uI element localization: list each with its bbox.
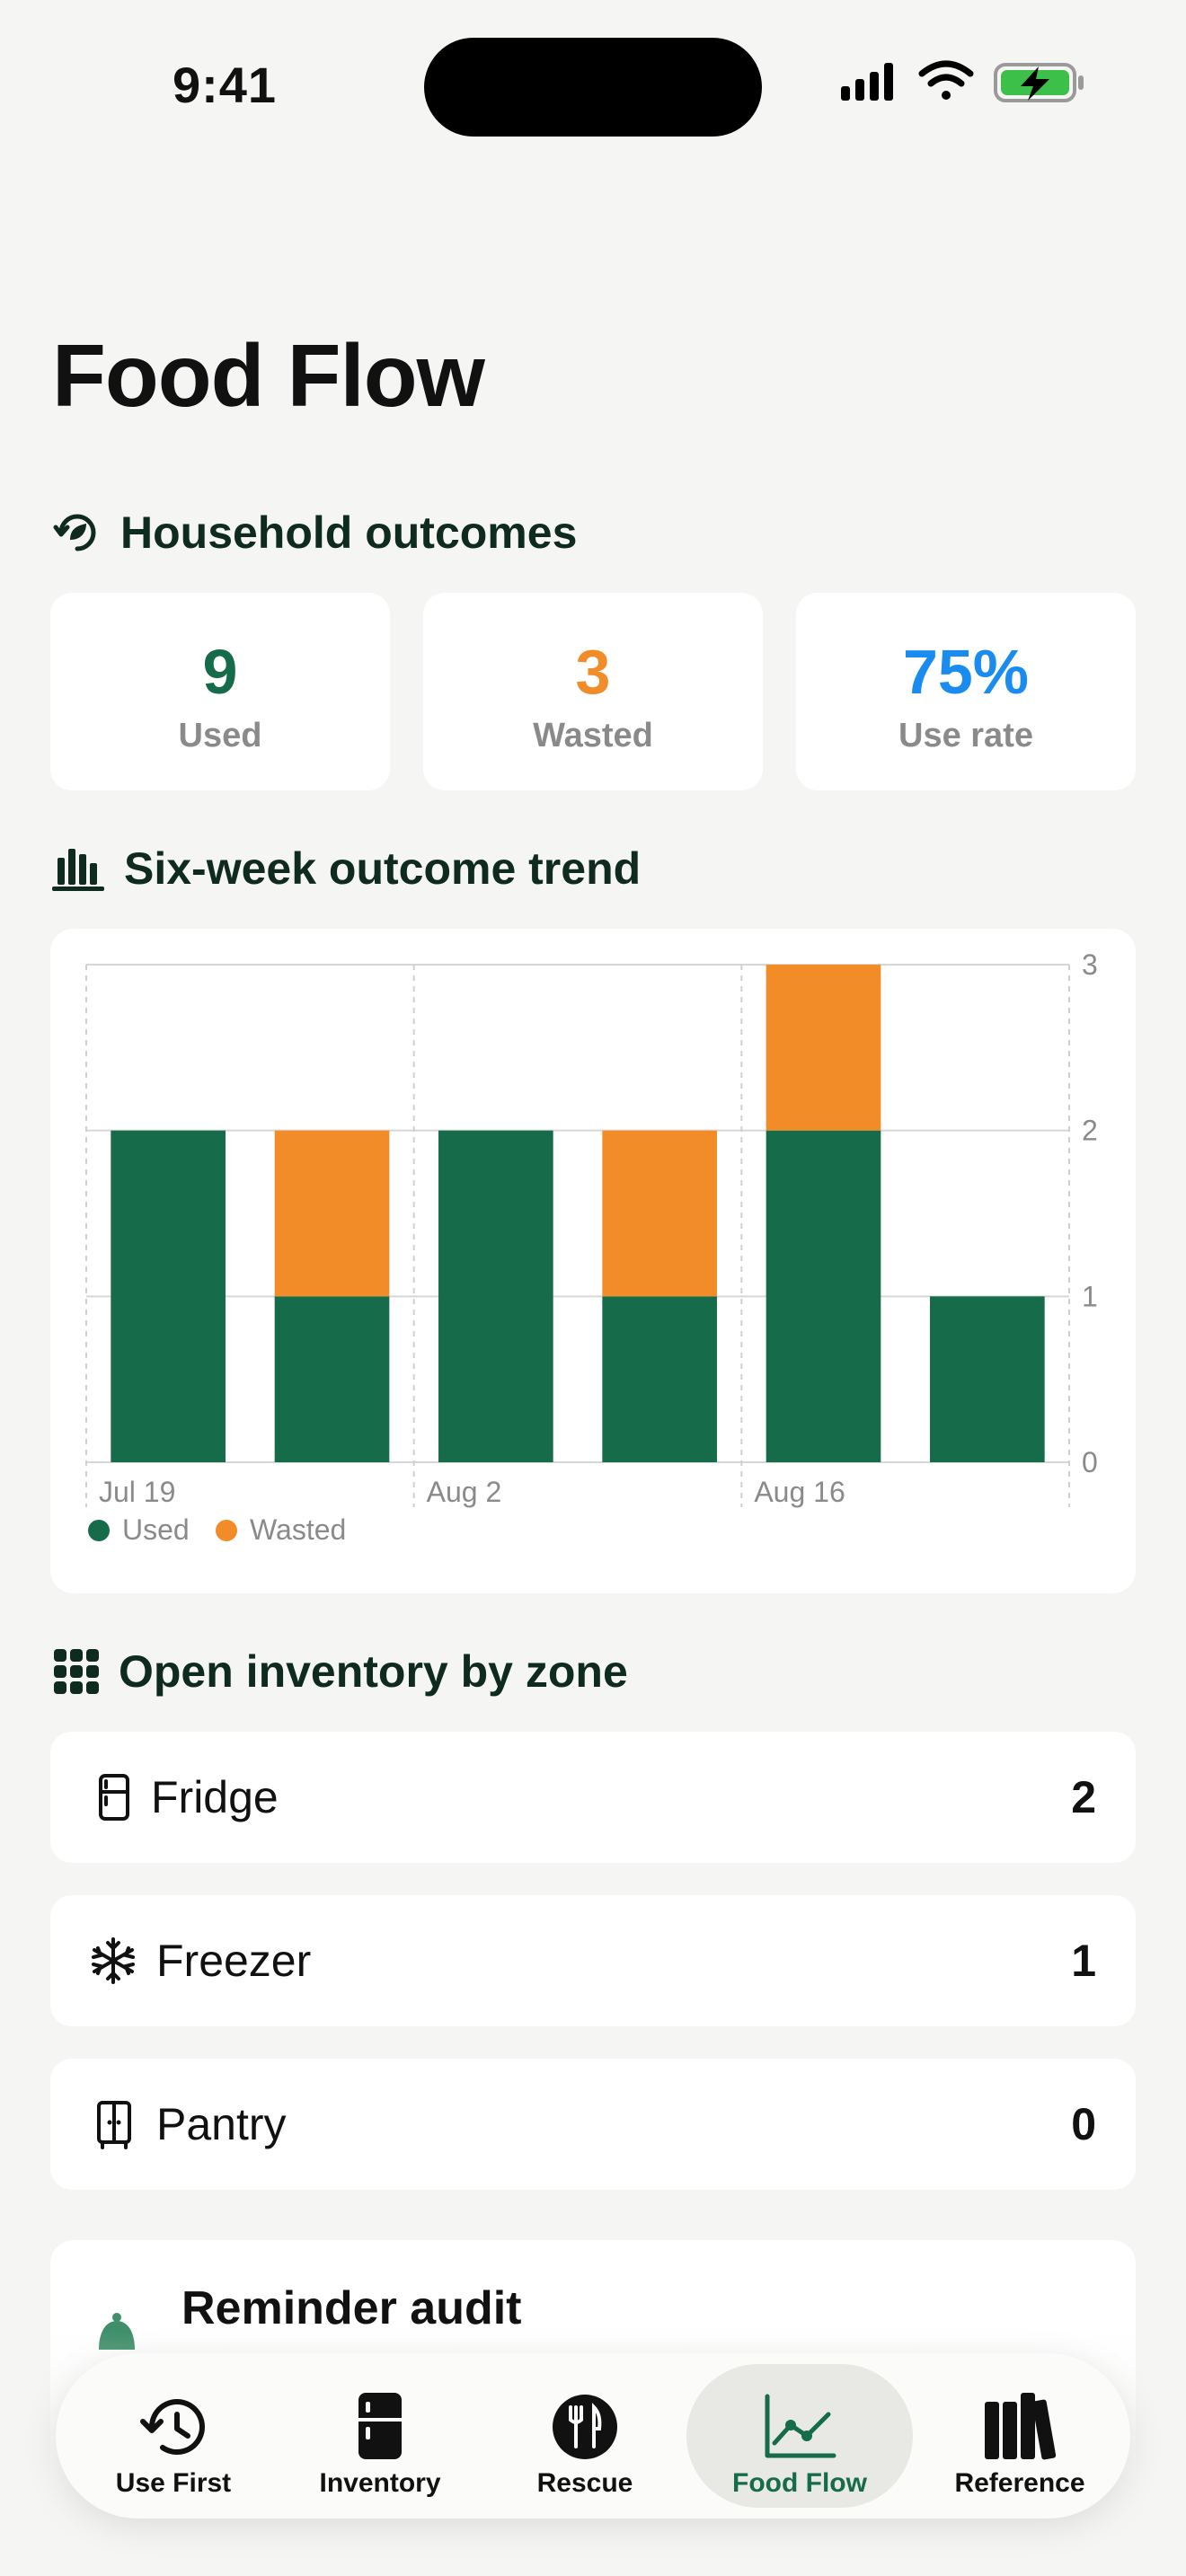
bar-used-3 <box>602 1296 717 1462</box>
line-chart-icon <box>765 2394 836 2458</box>
status-bar: 9:41 <box>0 0 1186 171</box>
y-tick-label: 3 <box>1082 948 1098 981</box>
fridge-icon <box>99 1774 129 1821</box>
zone-freezer-label: Freezer <box>156 1936 312 1986</box>
y-tick-label: 0 <box>1082 1446 1098 1478</box>
stat-used-label: Used <box>178 717 262 754</box>
x-tick-label: Jul 19 <box>99 1476 175 1508</box>
bar-wasted-3 <box>602 1130 717 1297</box>
trend-heading: Six-week outcome trend <box>52 837 641 900</box>
stat-used-value: 9 <box>202 637 238 707</box>
tab-food-flow-label: Food Flow <box>732 2468 867 2498</box>
tab-rescue-label: Rescue <box>536 2468 633 2498</box>
legend-swatch-wasted <box>216 1520 237 1541</box>
cellular-signal-icon <box>841 63 893 101</box>
wifi-icon <box>918 60 974 100</box>
zones-heading: Open inventory by zone <box>52 1640 628 1703</box>
outcomes-heading: Household outcomes <box>52 501 577 564</box>
zone-row-fridge[interactable]: Fridge 2 <box>50 1732 1136 1863</box>
tab-inventory[interactable]: Inventory <box>277 2364 483 2508</box>
stat-use-rate-value: 75% <box>902 637 1030 707</box>
legend-label-used: Used <box>122 1513 190 1546</box>
tab-bar: Use First Inventory <box>56 2353 1130 2519</box>
tab-inventory-label: Inventory <box>319 2468 441 2498</box>
clock-history-icon <box>140 2399 205 2456</box>
tab-food-flow[interactable]: Food Flow <box>686 2364 913 2508</box>
x-tick-label: Aug 16 <box>754 1476 845 1508</box>
stat-use-rate-label: Use rate <box>898 717 1033 754</box>
fork-knife-icon <box>553 2395 617 2459</box>
status-icons <box>836 56 1087 110</box>
zone-fridge-label: Fridge <box>151 1772 279 1822</box>
tab-reference-label: Reference <box>954 2468 1085 2498</box>
recycle-leaf-icon <box>53 514 96 551</box>
bar-used-4 <box>766 1130 881 1462</box>
bar-wasted-1 <box>274 1130 390 1297</box>
legend-swatch-used <box>88 1520 110 1541</box>
stat-card-used: 9 Used <box>50 593 390 790</box>
trend-heading-label: Six-week outcome trend <box>124 843 642 894</box>
stat-wasted-label: Wasted <box>533 717 653 754</box>
stat-card-use-rate: 75% Use rate <box>796 593 1136 790</box>
legend-label-wasted: Wasted <box>250 1513 346 1546</box>
zone-freezer-count: 1 <box>1071 1936 1096 1986</box>
y-tick-label: 1 <box>1082 1280 1098 1312</box>
outcomes-heading-label: Household outcomes <box>120 507 578 558</box>
books-icon <box>985 2393 1057 2460</box>
bar-chart-icon <box>52 849 104 891</box>
tab-use-first[interactable]: Use First <box>70 2364 277 2508</box>
page-title: Food Flow <box>52 326 485 425</box>
bar-used-2 <box>438 1130 553 1462</box>
bar-used-1 <box>274 1296 390 1462</box>
zone-row-pantry[interactable]: Pantry 0 <box>50 2059 1136 2190</box>
status-time: 9:41 <box>172 57 278 113</box>
y-tick-label: 2 <box>1082 1115 1098 1147</box>
snowflake-icon <box>92 1937 135 1984</box>
tab-reference[interactable]: Reference <box>916 2364 1123 2508</box>
stat-wasted-value: 3 <box>575 637 611 707</box>
zones-heading-label: Open inventory by zone <box>119 1646 628 1697</box>
zone-pantry-count: 0 <box>1071 2099 1096 2149</box>
tab-rescue[interactable]: Rescue <box>482 2364 688 2508</box>
x-tick-label: Aug 2 <box>427 1476 502 1508</box>
pantry-icon <box>97 2101 131 2149</box>
zone-pantry-label: Pantry <box>156 2099 287 2149</box>
zone-fridge-count: 2 <box>1071 1772 1096 1822</box>
grid-icon <box>54 1649 99 1694</box>
reminder-audit-title: Reminder audit <box>181 2282 522 2334</box>
bar-used-0 <box>111 1130 226 1462</box>
zone-row-freezer[interactable]: Freezer 1 <box>50 1895 1136 2026</box>
stat-card-wasted: 3 Wasted <box>423 593 763 790</box>
bar-wasted-4 <box>766 965 881 1131</box>
dynamic-island <box>424 38 762 137</box>
bar-used-5 <box>930 1296 1045 1462</box>
refrigerator-icon <box>358 2393 402 2459</box>
battery-charging-icon <box>994 63 1084 102</box>
trend-chart: 0 1 2 3 Jul 19 Aug 2 Aug 16 Used Wasted <box>85 948 1098 1546</box>
tab-use-first-label: Use First <box>115 2468 232 2498</box>
trend-chart-card: 0 1 2 3 Jul 19 Aug 2 Aug 16 Used Wasted <box>50 929 1136 1593</box>
